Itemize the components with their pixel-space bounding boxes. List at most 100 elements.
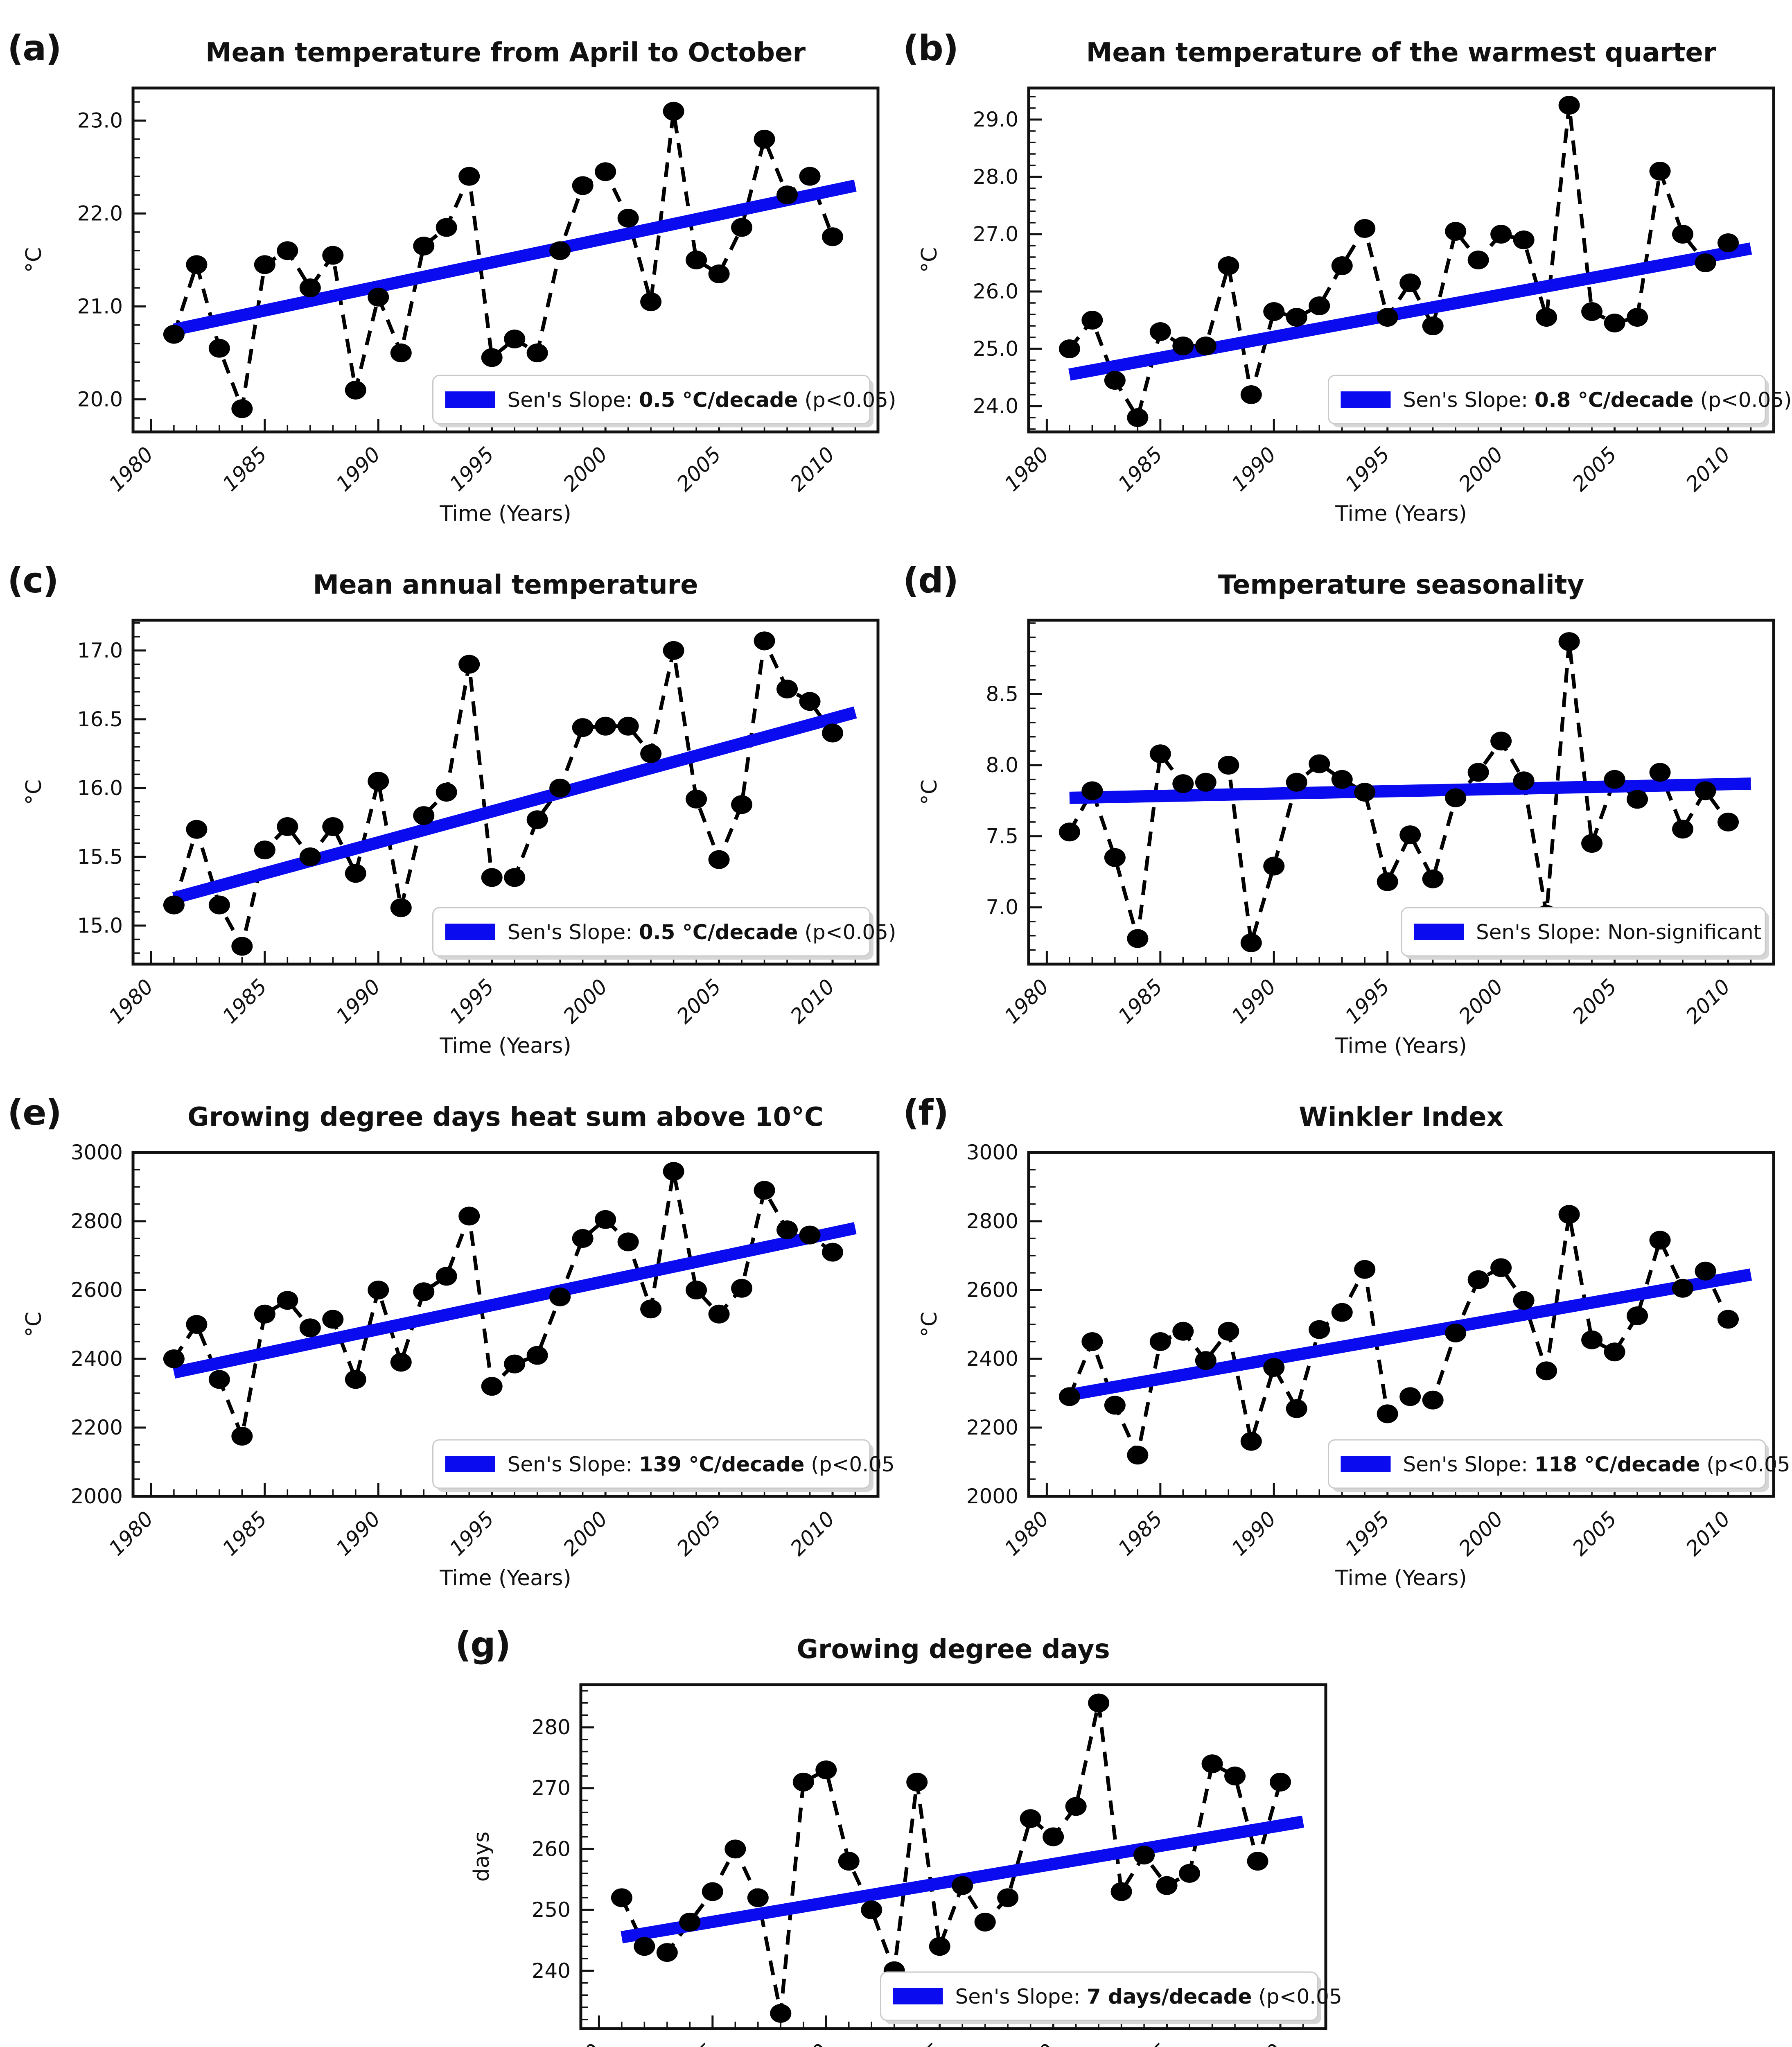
data-point <box>1263 856 1285 876</box>
y-tick-label: 3000 <box>71 1141 123 1164</box>
data-point <box>1270 1772 1291 1792</box>
data-point <box>254 1304 275 1324</box>
y-tick-label: 15.0 <box>77 914 123 938</box>
data-point <box>822 723 844 743</box>
x-tick-label: 2010 <box>786 1507 840 1560</box>
data-point <box>368 287 389 307</box>
x-tick-label: 2005 <box>1568 442 1621 496</box>
data-point <box>1224 1767 1246 1786</box>
x-tick-label: 2000 <box>559 1507 612 1560</box>
x-axis-label: Time (Years) <box>1335 1566 1467 1591</box>
series-dashed-line <box>172 639 834 948</box>
axes-frame <box>131 619 880 966</box>
data-point <box>1058 339 1080 358</box>
x-tick-label: 1980 <box>104 1507 158 1560</box>
x-tick-label: 2000 <box>1007 2039 1060 2047</box>
x-tick-label: 2005 <box>672 1507 726 1560</box>
data-point <box>1695 781 1716 800</box>
x-tick-label: 1990 <box>332 442 385 496</box>
x-tick-label: 2010 <box>1681 974 1735 1028</box>
data-point <box>163 895 185 915</box>
axes: 24.0 25.0 26.0 27.0 28.0 29.0 1980 1985 1990 1995… <box>917 96 1752 526</box>
trend-line <box>172 706 857 904</box>
data-point <box>617 716 639 736</box>
x-tick-label: 2005 <box>1568 1507 1621 1560</box>
legend: Sen's Slope: Non-significant <box>1401 907 1769 960</box>
data-point <box>1195 1351 1216 1370</box>
y-tick-label: 2600 <box>71 1278 123 1302</box>
series-markers <box>1058 96 1739 427</box>
y-tick-label: 2000 <box>966 1484 1018 1508</box>
x-axis-label: Time (Years) <box>1335 502 1467 526</box>
y-tick-label: 16.0 <box>77 776 123 800</box>
axes-frame <box>131 1151 880 1498</box>
data-point <box>997 1888 1019 1907</box>
data-point <box>776 1220 798 1239</box>
y-tick-label: 16.5 <box>77 707 123 731</box>
series-dashed-line <box>620 1701 1282 2015</box>
data-point <box>481 348 503 367</box>
chart-title-f: Winkler Index <box>1299 1102 1503 1132</box>
data-point <box>1309 1320 1330 1339</box>
data-point <box>1218 1322 1239 1341</box>
data-point <box>1377 308 1398 327</box>
data-point <box>345 864 366 883</box>
data-point <box>1127 929 1149 948</box>
legend-label: Sen's Slope: 0.8 °C/decade (p<0.05) <box>1403 388 1792 412</box>
data-point <box>1695 1261 1716 1281</box>
data-point <box>1490 225 1512 244</box>
data-point <box>686 789 707 809</box>
data-point <box>929 1937 950 1956</box>
y-tick-label: 2800 <box>966 1209 1018 1233</box>
data-point <box>1240 933 1262 952</box>
data-point <box>186 1315 208 1334</box>
data-point <box>617 208 639 228</box>
data-point <box>776 680 798 698</box>
data-point <box>815 1760 837 1780</box>
data-point <box>368 1281 389 1299</box>
data-point <box>277 241 298 260</box>
panel-g: (g) Growing degree days 240 250 260 270 280 1… <box>448 1597 1344 2047</box>
data-point <box>595 1210 616 1229</box>
data-point <box>1104 1396 1126 1415</box>
trend-line <box>172 179 857 336</box>
data-point <box>208 895 230 915</box>
y-tick-label: 21.0 <box>77 295 123 319</box>
data-point <box>481 1377 503 1396</box>
data-point <box>686 251 707 269</box>
x-tick-label: 1985 <box>218 974 271 1028</box>
axes: 15.0 15.5 16.0 16.5 17.0 1980 1985 1990 1995 2000… <box>22 622 856 1058</box>
data-point <box>345 380 366 400</box>
x-tick-label: 1995 <box>1341 1507 1394 1560</box>
chart-canvas-a: 20.0 21.0 22.0 23.0 1980 1985 1990 1995 2000 2005… <box>22 86 896 526</box>
data-point <box>413 806 435 825</box>
y-tick-label: 2800 <box>71 1209 123 1233</box>
legend-label: Sen's Slope: 0.5 °C/decade (p<0.05) <box>508 388 896 412</box>
data-point <box>1490 732 1512 751</box>
panel-b: (b) Mean temperature of the warmest quar… <box>896 0 1792 532</box>
data-point <box>1581 302 1603 321</box>
data-point <box>1149 1332 1171 1351</box>
legend-box <box>1328 1439 1766 1489</box>
data-point <box>1065 1797 1087 1816</box>
data-point <box>595 716 616 736</box>
chart-title-a: Mean temperature from April to October <box>205 38 806 68</box>
panel-c: (c) Mean annual temperature 15.0 15.5 16.0… <box>0 532 896 1064</box>
y-tick-label: 26.0 <box>973 280 1018 303</box>
data-point <box>1513 230 1535 249</box>
data-point <box>952 1876 973 1895</box>
series-markers <box>163 631 844 956</box>
chart-canvas-f: 2000 2200 2400 2600 2800 3000 1980 1985 1990 1995… <box>917 1141 1792 1591</box>
data-point <box>1309 296 1330 315</box>
legend: Sen's Slope: 118 °C/decade (p<0.05) <box>1328 1439 1792 1492</box>
legend-box <box>432 1439 871 1489</box>
data-point <box>595 162 616 181</box>
axes: 2000 2200 2400 2600 2800 3000 1980 1985 1990 1995… <box>22 1141 856 1591</box>
axes-frame <box>1027 619 1775 966</box>
data-point <box>572 718 594 737</box>
data-point <box>1201 1754 1223 1774</box>
data-point <box>1649 1231 1671 1250</box>
data-point <box>526 1346 548 1365</box>
data-point <box>731 218 753 237</box>
series-dashed-line <box>1068 103 1729 420</box>
